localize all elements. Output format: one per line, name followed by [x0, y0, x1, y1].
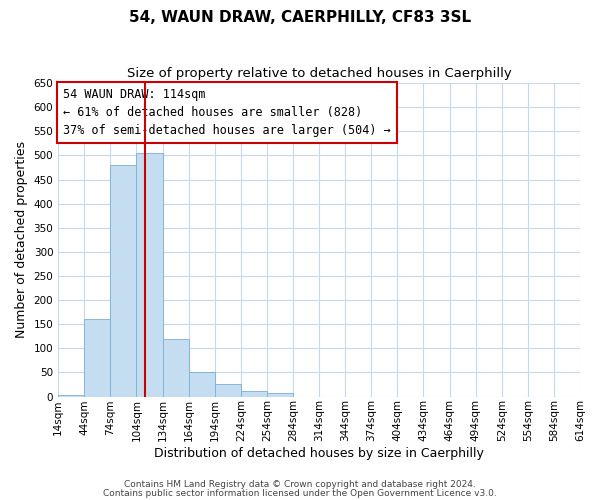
- Bar: [188, 372, 215, 396]
- Text: Contains HM Land Registry data © Crown copyright and database right 2024.: Contains HM Land Registry data © Crown c…: [124, 480, 476, 489]
- Y-axis label: Number of detached properties: Number of detached properties: [15, 142, 28, 338]
- Bar: [267, 392, 293, 396]
- Bar: [215, 384, 241, 396]
- Bar: [241, 391, 267, 396]
- Bar: [110, 165, 136, 396]
- Text: 54 WAUN DRAW: 114sqm
← 61% of detached houses are smaller (828)
37% of semi-deta: 54 WAUN DRAW: 114sqm ← 61% of detached h…: [64, 88, 391, 137]
- Text: Contains public sector information licensed under the Open Government Licence v3: Contains public sector information licen…: [103, 488, 497, 498]
- Title: Size of property relative to detached houses in Caerphilly: Size of property relative to detached ho…: [127, 68, 511, 80]
- Bar: [136, 153, 163, 396]
- Text: 54, WAUN DRAW, CAERPHILLY, CF83 3SL: 54, WAUN DRAW, CAERPHILLY, CF83 3SL: [129, 10, 471, 25]
- Bar: [58, 395, 84, 396]
- Bar: [84, 320, 110, 396]
- X-axis label: Distribution of detached houses by size in Caerphilly: Distribution of detached houses by size …: [154, 447, 484, 460]
- Bar: [163, 338, 188, 396]
